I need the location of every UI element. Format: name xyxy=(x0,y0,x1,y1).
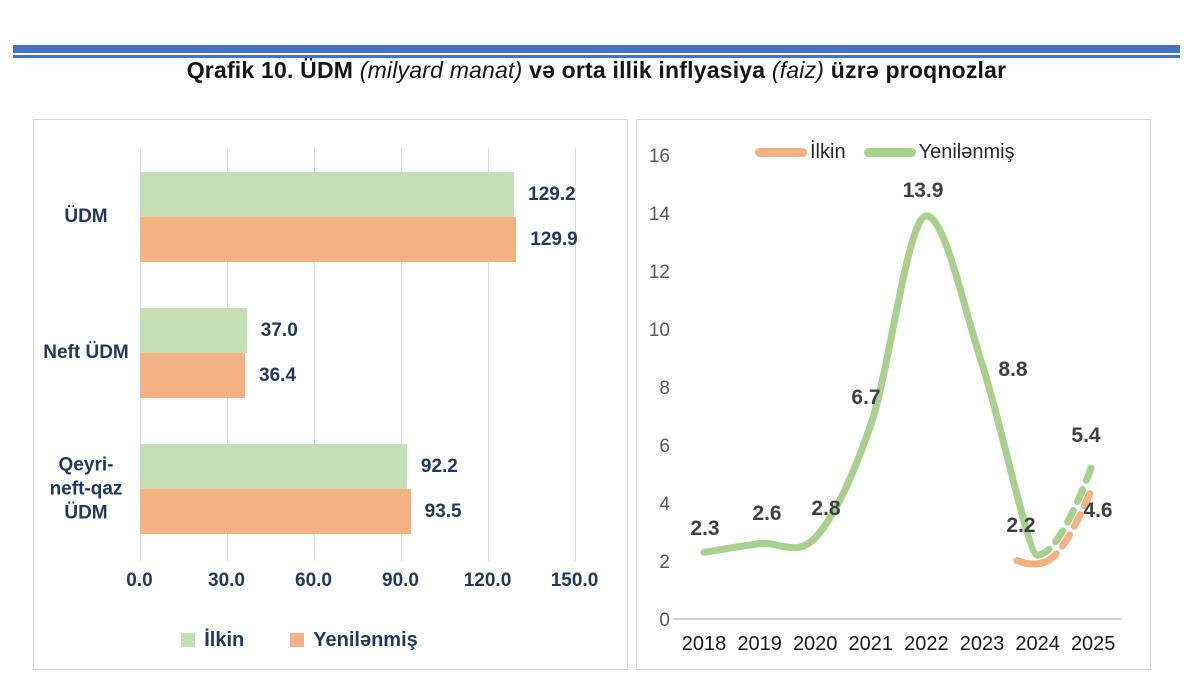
top-rule-thin xyxy=(13,55,1180,58)
data-label-yenilenmis: 2.3 xyxy=(690,517,719,540)
gdp-plot-area: 0.0 30.0 60.0 90.0 120.0 150.0 ÜDM 129.2 129.9 Ne… xyxy=(34,120,627,669)
bar-yenilenmis xyxy=(139,489,411,534)
bar-value-label: 36.4 xyxy=(259,365,297,386)
chart-title-part2: (milyard manat) xyxy=(359,57,523,83)
chart-title-part3: və orta illik inflyasiya xyxy=(522,57,772,83)
data-label-yenilenmis: 2.8 xyxy=(811,497,841,520)
legend-swatch-yenilenmis xyxy=(290,633,305,647)
gridline xyxy=(313,148,315,561)
y-axis-label: 14 xyxy=(649,204,671,225)
bar-value-label: 129.2 xyxy=(528,184,576,205)
chart-title-part4: (faiz) xyxy=(771,57,825,83)
top-rule-thick xyxy=(13,45,1180,53)
x-axis-year-label: 2020 xyxy=(793,633,838,655)
x-axis-year-label: 2022 xyxy=(904,633,949,655)
legend-item-ilkin-line: İlkin xyxy=(755,141,846,164)
x-axis-year-label: 2023 xyxy=(960,633,1005,655)
x-axis-tick-label: 90.0 xyxy=(382,570,419,591)
category-label: Neft ÜDM xyxy=(43,342,129,364)
bar-yenilenmis xyxy=(139,353,246,398)
x-axis-year-label: 2025 xyxy=(1071,633,1116,655)
y-axis-label: 2 xyxy=(659,552,670,573)
data-label-yenilenmis: 2.6 xyxy=(752,502,781,525)
yenilenmis-line-dashed xyxy=(1034,458,1097,559)
y-axis-label: 12 xyxy=(649,262,670,283)
y-axis-label: 6 xyxy=(659,436,670,457)
legend-item-yenilenmis-line: Yenilənmiş xyxy=(863,140,1015,164)
y-axis-label: 10 xyxy=(649,320,670,341)
x-axis-tick-label: 150.0 xyxy=(550,570,599,591)
gdp-legend: İlkin Yenilənmiş xyxy=(34,626,565,654)
legend-line-ilkin xyxy=(755,147,807,157)
x-axis-year-label: 2019 xyxy=(737,633,782,655)
gridline xyxy=(400,148,402,561)
y-axis-label: 16 xyxy=(649,146,670,167)
y-axis-label: 0 xyxy=(659,610,670,631)
legend-label-yenilenmis: Yenilənmiş xyxy=(313,628,418,651)
data-label-yenilenmis: 5.4 xyxy=(1071,424,1101,447)
bar-ilkin xyxy=(139,172,515,217)
gridline xyxy=(574,148,576,561)
data-label-ilkin: 4.6 xyxy=(1083,499,1112,522)
x-axis-year-label: 2024 xyxy=(1015,633,1060,655)
gridline xyxy=(487,148,489,561)
x-axis-tick-label: 30.0 xyxy=(208,570,245,591)
bar-ilkin xyxy=(139,444,407,489)
inflation-line-chart-panel: 16 14 12 10 8 6 4 2 0 2018 2019 2020 2021 2022 2023 202… xyxy=(636,119,1151,670)
data-label-yenilenmis: 8.8 xyxy=(998,358,1028,381)
legend-line-yenilenmis xyxy=(863,147,916,157)
legend-item-yenilenmis: Yenilənmiş xyxy=(290,629,418,652)
category-label: ÜDM xyxy=(64,206,108,228)
chart-title-part5: üzrə proqnozlar xyxy=(824,57,1007,83)
legend-label-ilkin: İlkin xyxy=(204,628,245,651)
legend-label-yenilenmis-line: Yenilənmiş xyxy=(918,140,1015,163)
gdp-bar-chart-panel: 0.0 30.0 60.0 90.0 120.0 150.0 ÜDM 129.2 129.9 Ne… xyxy=(33,119,628,670)
bar-ilkin xyxy=(139,308,247,353)
legend-label-ilkin-line: İlkin xyxy=(810,140,846,163)
category-label: Qeyri- neft-qaz ÜDM xyxy=(49,454,123,523)
x-axis-tick-label: 0.0 xyxy=(126,570,153,591)
ilkin-line-dashed xyxy=(1042,482,1097,565)
x-axis-tick-label: 120.0 xyxy=(463,570,512,591)
bar-value-label: 129.9 xyxy=(530,229,578,250)
bar-value-label: 92.2 xyxy=(420,456,458,477)
x-axis-year-label: 2018 xyxy=(682,633,727,655)
y-axis-label: 4 xyxy=(659,494,670,515)
inflation-plot-svg: 16 14 12 10 8 6 4 2 0 2018 2019 2020 2021 2022 2023 202… xyxy=(649,146,1121,655)
x-axis-year-label: 2021 xyxy=(849,633,894,655)
bar-value-label: 93.5 xyxy=(424,501,462,522)
bar-value-label: 37.0 xyxy=(260,320,298,341)
legend-swatch-ilkin xyxy=(181,633,196,647)
inflation-legend: İlkin Yenilənmiş xyxy=(755,140,1015,164)
chart-title: Qrafik 10. ÜDM (milyard manat) və orta i… xyxy=(0,57,1193,84)
chart-title-part1: Qrafik 10. ÜDM xyxy=(186,57,360,83)
data-label-yenilenmis: 13.9 xyxy=(903,179,944,202)
legend-item-ilkin: İlkin xyxy=(181,629,244,652)
data-label-yenilenmis: 2.2 xyxy=(1006,514,1035,537)
ilkin-line-solid xyxy=(1013,557,1050,568)
bar-yenilenmis xyxy=(139,217,517,262)
y-axis-label: 8 xyxy=(659,378,670,399)
x-axis-tick-label: 60.0 xyxy=(295,570,332,591)
data-label-yenilenmis: 6.7 xyxy=(851,386,880,409)
yenilenmis-line-solid xyxy=(700,212,1042,559)
